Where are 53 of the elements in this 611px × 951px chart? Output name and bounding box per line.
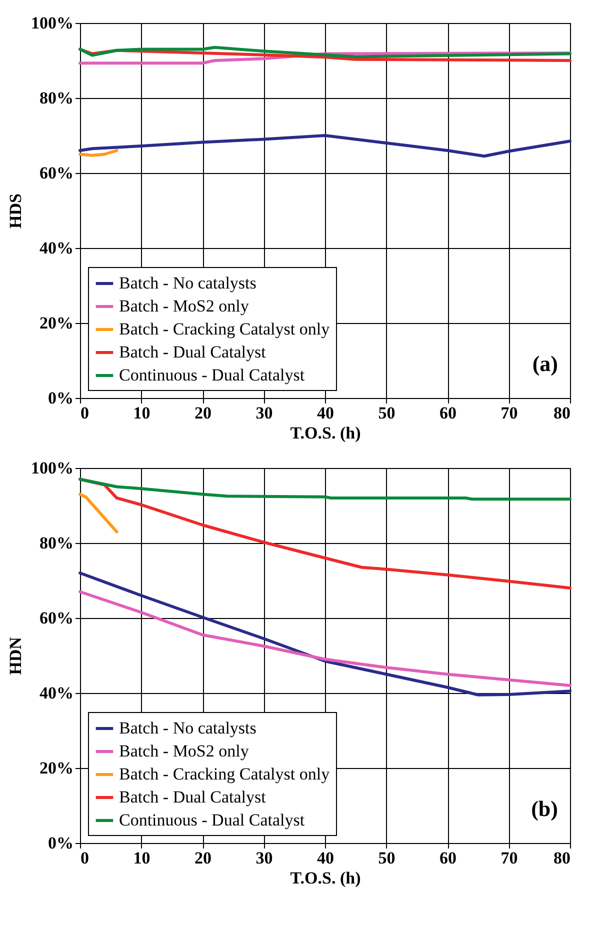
line-series: [78, 590, 572, 687]
legend-label: Batch - Cracking Catalyst only: [119, 764, 330, 784]
x-tick-label: 40: [317, 848, 334, 868]
line-series: [78, 478, 572, 501]
x-tick-label: 40: [317, 404, 334, 422]
x-tick-label: 30: [256, 404, 273, 422]
legend-label: Batch - Dual Catalyst: [119, 788, 266, 806]
x-tick-label: 20: [194, 404, 212, 422]
y-tick-label: 20%: [40, 758, 74, 778]
x-tick-label: 10: [133, 404, 150, 422]
x-tick-label: 60: [440, 848, 456, 868]
x-tick-label: 10: [133, 848, 150, 868]
x-tick-label: 70: [500, 848, 518, 868]
legend-label: Batch - No catalysts: [119, 274, 256, 292]
legend-label: Batch - Dual Catalyst: [119, 342, 266, 362]
legend-label: Continuous - Dual Catalyst: [119, 366, 305, 384]
x-tick-label: 30: [256, 848, 273, 868]
annotation: (a): [532, 351, 558, 376]
y-tick-label: 40%: [40, 238, 74, 258]
legend-label: Batch - MoS2 only: [119, 296, 250, 316]
x-tick-label: 0: [80, 404, 89, 422]
y-tick-label: 0%: [48, 388, 74, 408]
x-axis-title: T.O.S. (h): [290, 424, 361, 442]
x-tick-label: 60: [440, 404, 456, 422]
y-tick-label: 20%: [40, 314, 74, 332]
y-tick-label: 40%: [40, 684, 74, 702]
x-tick-label: 70: [500, 404, 518, 422]
x-axis-title: T.O.S. (h): [290, 868, 361, 888]
y-tick-label: 80%: [40, 88, 74, 108]
line-series: [78, 572, 572, 696]
y-tick-label: 100%: [31, 458, 74, 478]
x-tick-label: 80: [554, 404, 570, 422]
legend-label: Batch - No catalysts: [119, 718, 256, 738]
annotation: (b): [531, 796, 558, 821]
x-tick-label: 50: [378, 848, 396, 868]
y-axis-title: HDS: [6, 194, 25, 228]
line-series: [78, 46, 572, 58]
y-tick-label: 80%: [40, 534, 74, 552]
x-tick-label: 50: [378, 404, 396, 422]
line-series: [78, 134, 572, 158]
y-tick-label: 100%: [31, 14, 74, 32]
x-tick-label: 0: [80, 848, 89, 868]
y-tick-label: 60%: [40, 164, 74, 182]
line-series: [78, 478, 572, 590]
legend-label: Batch - MoS2 only: [119, 742, 250, 760]
y-tick-label: 60%: [40, 608, 74, 628]
legend-label: Batch - Cracking Catalyst only: [119, 320, 330, 338]
x-tick-label: 80: [554, 848, 570, 868]
x-tick-label: 20: [194, 848, 212, 868]
line-series: [78, 492, 118, 534]
y-tick-label: 0%: [48, 834, 74, 852]
y-axis-title: HDN: [6, 636, 25, 675]
legend-label: Continuous - Dual Catalyst: [119, 810, 305, 830]
